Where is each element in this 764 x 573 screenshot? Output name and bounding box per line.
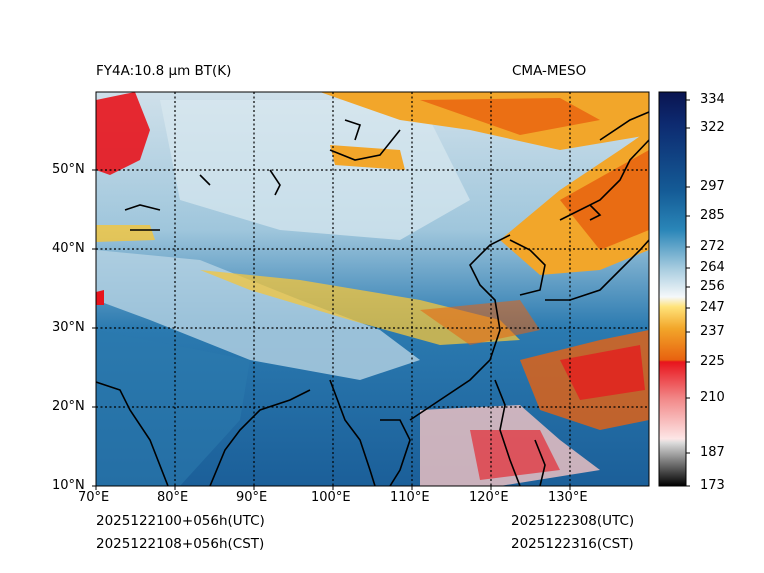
colorbar-label: 334	[700, 92, 725, 107]
map-panel	[96, 92, 649, 486]
graticule	[96, 92, 649, 486]
cloud-northeast-core	[560, 150, 649, 250]
lat-tick-label: 10°N	[52, 478, 85, 493]
cloud-pacific-core	[560, 345, 645, 400]
cloud-northwest	[96, 92, 150, 175]
init-time-utc: 2025122100+056h(UTC)	[96, 513, 265, 529]
lat-tick-label: 50°N	[52, 162, 85, 177]
colorbar-label: 264	[700, 260, 725, 275]
cloud-west-band	[96, 225, 155, 242]
colorbar-label: 237	[700, 324, 725, 339]
valid-time-cst: 2025122316(CST)	[511, 536, 634, 552]
lat-tick-label: 30°N	[52, 320, 85, 335]
colorbar-label: 297	[700, 179, 725, 194]
title-right: CMA-MESO	[512, 63, 587, 79]
tibet-plateau-region	[96, 250, 420, 380]
cloud-pakistan	[96, 290, 104, 305]
colorbar-label: 187	[700, 445, 725, 460]
colorbar-label: 256	[700, 279, 725, 294]
colorbar-ticks	[686, 99, 690, 487]
cloud-scs-core	[470, 430, 560, 480]
coastlines	[96, 111, 649, 486]
lon-tick-label: 110°E	[390, 490, 430, 505]
siberia-region	[160, 100, 470, 240]
colorbar-label: 285	[700, 208, 725, 223]
map-frame	[95, 91, 650, 487]
valid-time-utc: 2025122308(UTC)	[511, 513, 635, 529]
india-region	[96, 330, 250, 486]
title-left: FY4A:10.8 µm BT(K)	[96, 63, 232, 79]
lon-tick-label: 70°E	[78, 490, 110, 505]
lon-tick-label: 90°E	[236, 490, 268, 505]
colorbar-label: 225	[700, 354, 725, 369]
init-time-cst: 2025122108+056h(CST)	[96, 536, 265, 552]
colorbar-label: 247	[700, 300, 725, 315]
lat-tick-label: 20°N	[52, 399, 85, 414]
lat-tick-label: 40°N	[52, 241, 85, 256]
cloud-china-coast	[420, 300, 540, 345]
cloud-north-core	[420, 98, 600, 135]
colorbar-label: 322	[700, 120, 725, 135]
colorbar-label: 173	[700, 478, 725, 493]
axis-ticks	[92, 169, 571, 490]
colorbar-label: 272	[700, 239, 725, 254]
colorbar-label: 210	[700, 390, 725, 405]
lon-tick-label: 130°E	[548, 490, 588, 505]
lon-tick-label: 120°E	[469, 490, 509, 505]
lon-tick-label: 80°E	[157, 490, 189, 505]
colorbar	[658, 91, 687, 487]
lon-tick-label: 100°E	[311, 490, 351, 505]
cloud-mid-band	[200, 270, 520, 345]
